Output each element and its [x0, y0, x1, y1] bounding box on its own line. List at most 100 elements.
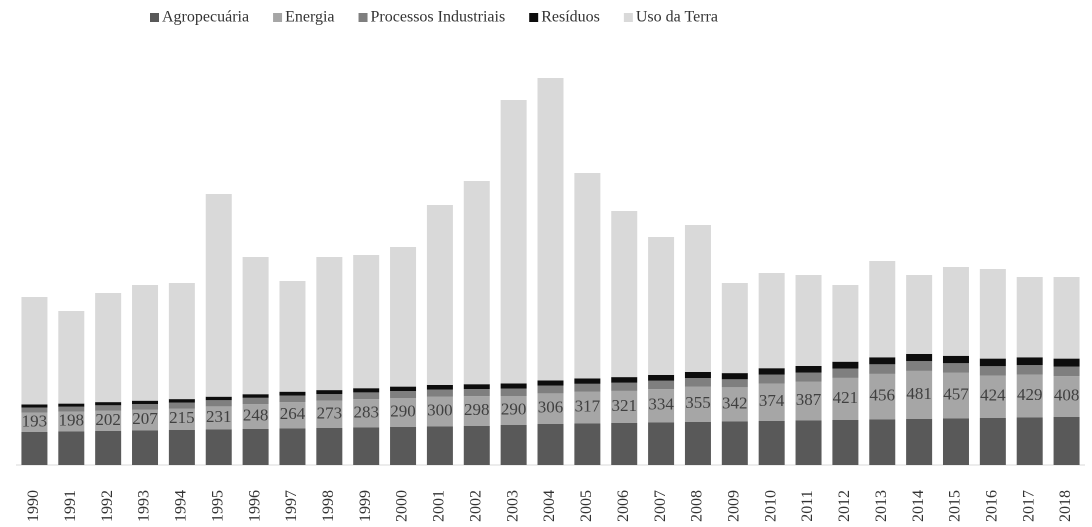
bar-segment	[758, 374, 785, 384]
bar-segment	[1016, 365, 1043, 375]
x-tick-label: 1992	[99, 490, 116, 522]
x-tick-label: 2014	[910, 490, 927, 522]
bar-segment	[795, 372, 822, 382]
legend-label: Processos Industriais	[371, 9, 506, 26]
data-label: 231	[206, 407, 232, 426]
bar-segment	[942, 363, 969, 373]
legend-swatch	[623, 13, 633, 22]
bar-segment	[353, 388, 380, 393]
x-tick-label: 2013	[873, 490, 890, 522]
bar-segment	[426, 384, 453, 390]
data-label: 374	[759, 391, 785, 410]
data-label: 300	[427, 400, 453, 419]
x-tick-label: 2000	[394, 490, 411, 522]
bar-segment	[574, 391, 601, 424]
bar-segment	[500, 100, 527, 384]
bar-segment	[205, 429, 232, 465]
bar-segment	[979, 375, 1006, 418]
data-label: 283	[353, 402, 379, 421]
bar-segment	[205, 400, 232, 407]
legend-swatch	[273, 13, 283, 22]
x-tick-label: 2004	[541, 490, 558, 522]
bar-segment	[95, 410, 122, 431]
bar-segment	[279, 281, 306, 392]
data-label: 321	[611, 396, 637, 415]
bar-segment	[537, 380, 564, 386]
bar-segment	[132, 400, 159, 404]
bar-segment	[795, 275, 822, 366]
bar-segment	[353, 255, 380, 389]
bar-segment	[574, 423, 601, 465]
bar-segment	[721, 283, 748, 374]
data-label: 421	[833, 388, 859, 407]
bar-segment	[869, 364, 896, 374]
bar-segment	[132, 430, 159, 465]
bar-segment	[795, 366, 822, 373]
data-label: 273	[317, 403, 343, 422]
data-label: 248	[243, 406, 269, 425]
x-tick-label: 1996	[246, 490, 263, 522]
bar-segment	[758, 368, 785, 375]
bar-segment	[1053, 366, 1080, 377]
legend-label: Resíduos	[541, 9, 600, 26]
bar-segment	[168, 408, 195, 430]
bar-segment	[168, 402, 195, 409]
bar-segment	[426, 389, 453, 397]
data-label: 298	[464, 400, 490, 419]
bar-segment	[721, 373, 748, 380]
bar-segment	[869, 373, 896, 420]
bar-segment	[795, 420, 822, 465]
bar-segment	[168, 283, 195, 400]
bar-segment	[979, 418, 1006, 465]
x-tick-label: 1998	[320, 490, 337, 522]
bar-segment	[95, 293, 122, 403]
bar-segment	[353, 427, 380, 465]
bar-segment	[869, 419, 896, 465]
bar-segment	[242, 429, 269, 465]
legend-label: Uso da Terra	[636, 9, 718, 26]
x-tick-label: 1999	[357, 490, 374, 522]
data-label: 306	[538, 398, 564, 417]
x-tick-label: 2010	[762, 490, 779, 522]
bar-segment	[832, 361, 859, 369]
bar-segment	[832, 377, 859, 420]
data-label: 207	[132, 409, 158, 428]
bar-segment	[758, 383, 785, 421]
bar-segment	[684, 386, 711, 422]
bar-segment	[721, 387, 748, 422]
bar-segment	[1053, 277, 1080, 359]
x-tick-label: 2002	[467, 490, 484, 522]
bar-segment	[58, 311, 85, 404]
bar-segment	[168, 399, 195, 403]
bar-segment	[390, 427, 417, 465]
bar-segment	[21, 404, 48, 408]
bar-segment	[21, 407, 48, 413]
bar-segment	[463, 389, 490, 397]
bar-segment	[242, 404, 269, 429]
bar-segment	[611, 211, 638, 378]
bar-segment	[58, 403, 85, 407]
bar-segment	[611, 423, 638, 465]
bar-segment	[316, 428, 343, 465]
legend-swatch	[529, 13, 539, 22]
legend-label: Energia	[285, 9, 334, 26]
bar-segment	[500, 396, 527, 425]
x-tick-label: 2015	[947, 490, 964, 522]
bar-segment	[1016, 374, 1043, 418]
bar-segment	[21, 432, 48, 465]
bar-segment	[1016, 417, 1043, 465]
bar-segment	[1016, 277, 1043, 358]
bar-segment	[95, 431, 122, 465]
bar-segment	[463, 426, 490, 465]
x-tick-label: 2005	[578, 490, 595, 522]
bar-segment	[242, 257, 269, 395]
bar-segment	[979, 269, 1006, 359]
data-label: 215	[169, 408, 195, 427]
data-label: 334	[648, 395, 674, 414]
bar-segment	[279, 395, 306, 403]
bar-segment	[537, 393, 564, 424]
bar-segment	[869, 357, 896, 365]
bar-segment	[316, 390, 343, 395]
bar-segment	[942, 372, 969, 419]
